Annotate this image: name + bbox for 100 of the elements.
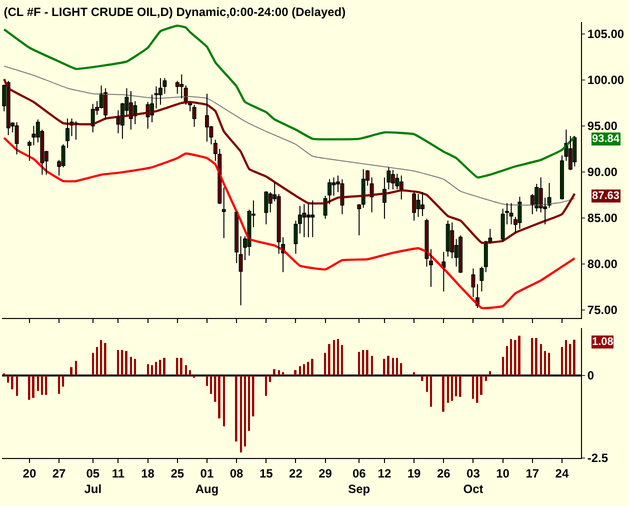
- bar: [299, 366, 301, 376]
- bar: [337, 339, 339, 376]
- bar: [147, 364, 149, 376]
- bar: [134, 358, 136, 376]
- bar: [426, 375, 428, 392]
- bar: [32, 375, 34, 398]
- x-tick-label: 10: [496, 466, 510, 480]
- bar: [531, 338, 534, 376]
- bar: [455, 375, 458, 396]
- bar: [100, 340, 102, 376]
- bar: [37, 375, 39, 391]
- bar: [269, 375, 272, 382]
- bar: [510, 339, 512, 376]
- x-tick-label: 22: [289, 466, 303, 480]
- x-tick-label: 24: [555, 466, 569, 480]
- bar: [62, 375, 64, 387]
- chart-title: (CL #F - LIGHT CRUDE OIL,D) Dynamic,0:00-24:00 (Delayed): [4, 4, 346, 19]
- bar: [223, 375, 225, 426]
- bar: [328, 344, 330, 376]
- x-tick-label: 12: [378, 466, 392, 480]
- bar: [311, 358, 314, 376]
- x-tick-label: 06 Sep: [348, 466, 370, 496]
- bar: [561, 346, 563, 376]
- x-tick-label: 29: [318, 466, 332, 480]
- y-tick-label: 105.00: [587, 27, 624, 42]
- bar: [358, 352, 360, 376]
- x-tick-label: 03 Oct: [463, 466, 484, 496]
- bar: [176, 358, 178, 376]
- bar: [430, 375, 432, 407]
- y-tick-label: 80.00: [587, 257, 618, 272]
- bar: [45, 375, 48, 395]
- bar: [371, 356, 373, 376]
- bar: [151, 365, 153, 376]
- bar: [3, 373, 5, 376]
- bar: [244, 375, 246, 446]
- bar: [16, 375, 18, 396]
- x-tick-label: 25: [170, 466, 184, 480]
- bar: [282, 372, 284, 376]
- bar: [573, 340, 576, 376]
- bar: [341, 344, 343, 376]
- x-tick-label: 01 Aug: [195, 466, 219, 496]
- x-tick-label: 17: [526, 466, 540, 480]
- x-tick-label: 05 Jul: [84, 466, 102, 496]
- y-tick-label: 90.00: [587, 165, 618, 180]
- bar: [544, 350, 546, 376]
- bar: [265, 375, 267, 396]
- bar: [480, 375, 482, 395]
- bar: [489, 371, 491, 376]
- bar: [235, 375, 238, 442]
- bar: [362, 350, 364, 376]
- bar: [485, 375, 487, 382]
- y-tick-label: 85.00: [587, 211, 618, 226]
- bar: [366, 350, 368, 376]
- bar: [451, 375, 453, 401]
- bar: [185, 365, 187, 376]
- bar: [28, 375, 30, 400]
- bar: [104, 343, 106, 376]
- annotation: 93.84: [592, 133, 620, 145]
- bar: [121, 350, 124, 376]
- x-tick-label: 18: [141, 466, 155, 480]
- bar: [7, 375, 10, 383]
- bar: [159, 360, 162, 376]
- bar: [333, 340, 335, 376]
- bar: [303, 364, 305, 376]
- bar: [535, 338, 538, 376]
- bar: [206, 375, 208, 386]
- bar: [189, 370, 191, 376]
- line-series: [3, 78, 576, 244]
- bar: [476, 375, 478, 403]
- bar: [117, 350, 119, 376]
- x-tick-label: 26: [436, 466, 451, 480]
- bar: [514, 340, 516, 376]
- bar: [273, 369, 276, 376]
- x-tick-label: 20: [22, 466, 36, 480]
- bar: [421, 375, 424, 382]
- bar: [96, 346, 98, 376]
- annotation: 87.63: [592, 190, 620, 202]
- bar: [125, 350, 128, 376]
- x-tick-label: 15: [259, 466, 274, 480]
- bar: [447, 375, 449, 403]
- y-tick-label: 100.00: [587, 73, 624, 88]
- bar: [155, 362, 157, 376]
- bar: [240, 375, 242, 452]
- y-tick-label: 95.00: [587, 119, 618, 134]
- bar: [75, 360, 77, 376]
- x-tick-label: 08: [230, 466, 244, 480]
- bar: [324, 352, 326, 376]
- annotation: 1.08: [592, 336, 614, 348]
- bar: [540, 344, 542, 376]
- bar: [248, 375, 250, 431]
- x-tick-label: 27: [52, 466, 66, 480]
- bar: [569, 344, 572, 376]
- bar: [294, 370, 296, 376]
- line-series: [3, 24, 576, 179]
- bar: [506, 346, 508, 376]
- bar: [11, 375, 14, 390]
- bar: [459, 375, 462, 397]
- bar: [383, 358, 386, 376]
- bar: [413, 372, 415, 376]
- bar: [130, 356, 132, 376]
